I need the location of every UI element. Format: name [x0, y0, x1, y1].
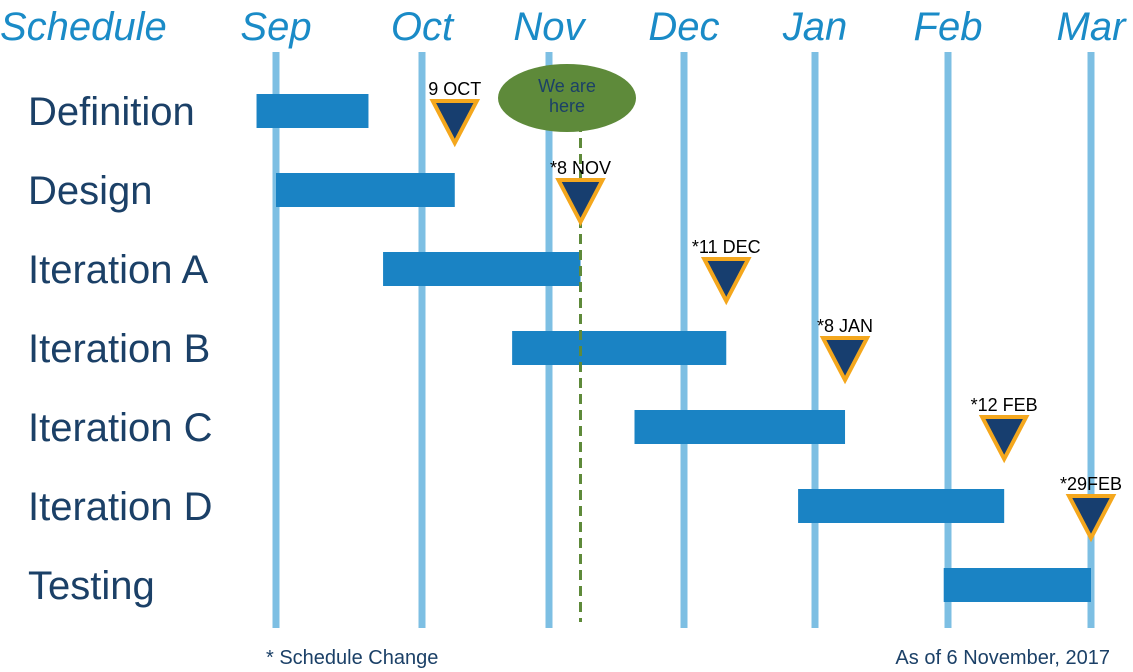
task-bar-definition — [256, 94, 369, 128]
milestone-label-11dec: *11 DEC — [692, 237, 761, 257]
task-label-testing: Testing — [28, 564, 155, 608]
task-bar-iteration-d — [798, 489, 1005, 523]
milestone-marker-8nov — [555, 178, 606, 227]
task-label-definition: Definition — [28, 90, 195, 134]
task-bar-design — [276, 173, 455, 207]
milestone-label-29feb: *29FEB — [1060, 474, 1122, 494]
we-are-here-bubble — [498, 64, 636, 132]
task-bar-iteration-c — [634, 410, 846, 444]
as-of-date: As of 6 November, 2017 — [895, 647, 1110, 669]
milestone-label-9oct: 9 OCT — [428, 79, 481, 99]
task-bar-testing — [943, 568, 1091, 602]
month-label-mar: Mar — [1057, 5, 1128, 49]
task-label-iteration-c: Iteration C — [28, 406, 213, 450]
task-label-iteration-d: Iteration D — [28, 485, 213, 529]
month-label-dec: Dec — [648, 5, 719, 49]
schedule-change-footnote: * Schedule Change — [266, 647, 438, 669]
milestone-marker-29feb — [1065, 494, 1117, 543]
we-are-here-label-line: here — [549, 96, 585, 116]
we-are-here-label-line: We are — [538, 76, 596, 96]
milestones: 9 OCT *8 NOV *11 DEC *8 JAN *12 FEB *29FEB — [428, 79, 1122, 543]
milestone-label-8nov: *8 NOV — [550, 158, 611, 178]
month-labels: Sep Oct Nov Dec Jan Feb Mar — [240, 5, 1127, 49]
month-label-nov: Nov — [513, 5, 586, 49]
schedule-header-label: Schedule — [0, 5, 167, 49]
task-labels: Definition Design Iteration A Iteration B It… — [28, 90, 213, 608]
month-label-jan: Jan — [782, 5, 848, 49]
milestone-marker-8jan — [819, 336, 871, 385]
month-label-sep: Sep — [240, 5, 311, 49]
milestone-marker-9oct — [429, 99, 481, 148]
month-label-oct: Oct — [391, 5, 455, 49]
milestone-marker-11dec — [700, 257, 752, 306]
month-label-feb: Feb — [914, 5, 983, 49]
task-bar-iteration-b — [512, 331, 727, 365]
task-label-iteration-a: Iteration A — [28, 248, 208, 292]
milestone-marker-12feb — [978, 415, 1030, 464]
task-label-design: Design — [28, 169, 153, 213]
task-bar-iteration-a — [383, 252, 581, 286]
milestone-label-8jan: *8 JAN — [817, 316, 873, 336]
milestone-label-12feb: *12 FEB — [971, 395, 1038, 415]
task-bars — [256, 94, 1091, 602]
task-label-iteration-b: Iteration B — [28, 327, 210, 371]
